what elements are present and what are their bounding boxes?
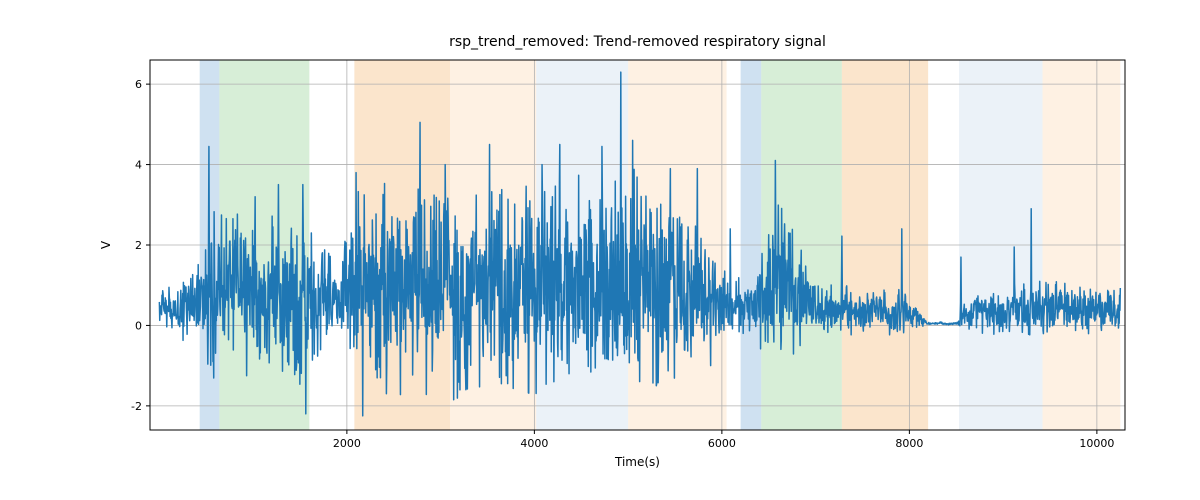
x-axis-label: Time(s)	[614, 455, 660, 469]
y-tick-label: -2	[131, 400, 142, 413]
y-tick-label: 6	[135, 78, 142, 91]
y-tick-label: 4	[135, 159, 142, 172]
x-tick-label: 10000	[1079, 437, 1114, 450]
x-tick-label: 4000	[520, 437, 548, 450]
chart-container: 2000 4000 6000 8000 10000 -2 0 2 4 6 Time(s) Vrsp_t…	[0, 0, 1200, 500]
y-tick-label: 2	[135, 239, 142, 252]
y-tick-label: 0	[135, 319, 142, 332]
y-axis-label: V	[99, 240, 113, 249]
chart-title: rsp_trend_removed: Trend-removed respira…	[449, 34, 826, 50]
x-tick-label: 2000	[333, 437, 361, 450]
x-tick-label: 6000	[708, 437, 736, 450]
plot-svg: 2000 4000 6000 8000 10000 -2 0 2 4 6 Time(s) Vrsp_t…	[0, 0, 1200, 500]
x-tick-label: 8000	[895, 437, 923, 450]
